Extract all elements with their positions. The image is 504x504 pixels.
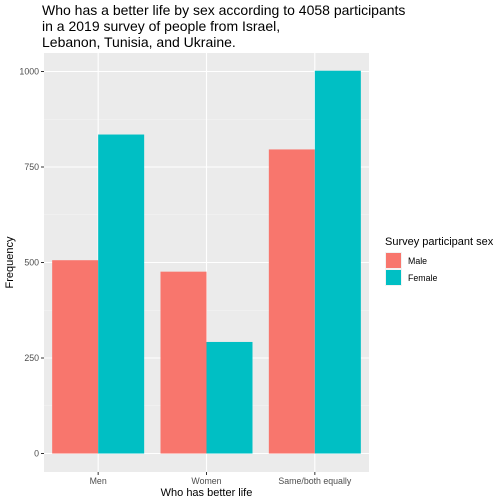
legend-swatch-female [386, 270, 401, 285]
legend-swatch-male [386, 253, 401, 268]
legend-label-male: Male [408, 256, 427, 266]
y-tick-label: 500 [24, 258, 39, 268]
bar-male-0 [52, 260, 99, 454]
legend-title: Survey participant sex [385, 236, 494, 248]
y-tick-label: 250 [24, 353, 39, 363]
bar-female-0 [98, 134, 145, 454]
y-tick-label: 0 [34, 449, 39, 459]
legend: Survey participant sex Male Female [385, 236, 494, 286]
y-axis-title: Frequency [4, 236, 16, 288]
chart-title: Who has a better life by sex according t… [42, 2, 405, 50]
y-tick-label: 1000 [19, 67, 39, 77]
x-tick-label: Men [90, 476, 107, 486]
bar-female-1 [206, 341, 253, 454]
y-tick-label: 750 [24, 162, 39, 172]
x-axis-title: Who has better life [161, 487, 253, 499]
x-tick-label: Same/both equally [278, 476, 351, 486]
x-axis: Men Women Same/both equally [90, 472, 352, 486]
chart-title-line-2: in a 2019 survey of people from Israel, [42, 18, 280, 34]
bars [52, 70, 361, 454]
bar-female-2 [314, 70, 361, 454]
x-tick-label: Women [191, 476, 221, 486]
y-axis: 0 250 500 750 1000 [19, 67, 44, 459]
legend-label-female: Female [408, 273, 437, 283]
bar-male-1 [160, 271, 207, 454]
bar-male-2 [268, 149, 315, 454]
chart-title-line-3: Lebanon, Tunisia, and Ukraine. [42, 34, 236, 50]
chart-title-line-1: Who has a better life by sex according t… [42, 2, 405, 18]
